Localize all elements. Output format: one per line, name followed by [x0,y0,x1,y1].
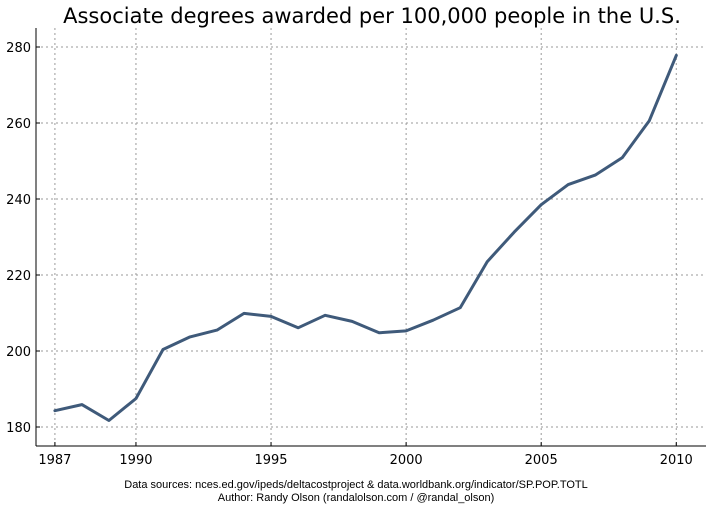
y-tick-label: 280 [6,41,31,56]
data-point [567,183,570,186]
data-point [323,314,327,317]
tick-marks [36,46,677,446]
y-tick-labels: 180 200 220 240 260 280 [6,41,31,436]
data-point [485,260,489,263]
x-tick-label: 2005 [525,453,558,468]
data-point [350,320,354,323]
data-point [269,315,273,318]
data-point [80,403,84,406]
y-tick-label: 200 [6,345,31,360]
data-point [621,156,624,159]
data-point [540,203,543,206]
data-point [107,419,111,422]
author-note: Author: Randy Olson (randalolson.com / @… [217,492,495,504]
x-tick-label: 2010 [660,453,693,468]
data-point [215,328,219,332]
data-point [512,230,516,234]
data-point [458,306,462,309]
x-tick-label: 1995 [254,453,287,468]
y-tick-label: 260 [6,117,31,132]
y-tick-label: 240 [6,193,31,208]
data-point [53,409,57,412]
data-point [188,335,192,339]
data-point [675,54,678,57]
series-line [53,53,678,422]
x-tick-label: 2000 [390,453,423,468]
y-tick-label: 180 [6,421,31,436]
x-tick-label: 1987 [38,453,71,468]
data-point [594,173,597,177]
data-point [161,348,165,351]
gridlines [36,28,706,446]
data-point [377,331,381,334]
x-tick-labels: 1987 1990 1995 2000 2005 2010 [38,453,692,468]
data-point [404,329,408,333]
data-sources-note: Data sources: nces.ed.gov/ipeds/deltacos… [124,479,588,491]
data-point [648,119,651,122]
series-group [53,53,678,422]
x-tick-label: 1990 [119,453,152,468]
data-point [242,312,246,315]
chart-title: Associate degrees awarded per 100,000 pe… [63,4,681,28]
y-tick-label: 220 [6,269,31,284]
data-point [431,319,435,322]
data-point [134,397,138,400]
data-point [296,326,300,330]
axes [35,28,706,447]
